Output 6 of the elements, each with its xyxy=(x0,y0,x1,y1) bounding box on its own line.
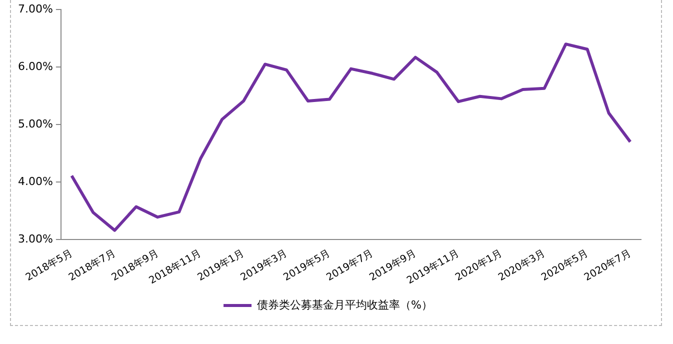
legend-label: 债券类公募基金月平均收益率（%） xyxy=(257,298,432,312)
y-tick-label: 5.00% xyxy=(18,117,53,130)
y-tick-label: 4.00% xyxy=(18,174,53,188)
y-tick-label: 3.00% xyxy=(18,232,53,246)
y-tick-label: 6.00% xyxy=(18,60,53,73)
y-tick-label: 7.00% xyxy=(18,2,53,16)
